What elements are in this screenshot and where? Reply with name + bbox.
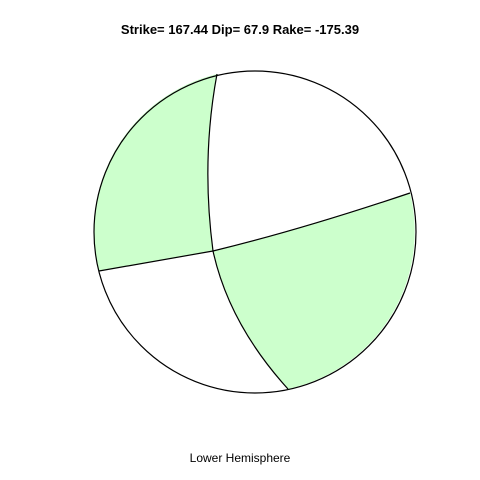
nodal-plane-2: [98, 192, 411, 272]
compression-quadrant-west: [93, 74, 217, 271]
hemisphere-label: Lower Hemisphere: [189, 451, 291, 465]
focal-sphere-outline: [93, 70, 417, 394]
plot-title: Strike= 167.44 Dip= 67.9 Rake= -175.39: [120, 22, 360, 37]
compression-quadrant-east: [213, 193, 415, 389]
